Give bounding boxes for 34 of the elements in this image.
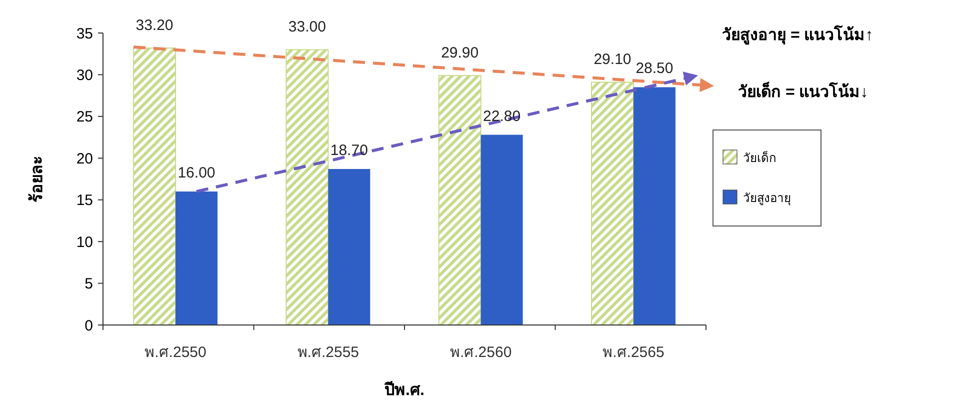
y-tick-label: 0 bbox=[84, 317, 93, 334]
text: วัยเด็ก = แนวโน้ม↓ bbox=[738, 80, 868, 101]
data-label: 33.20 bbox=[136, 17, 174, 34]
legend-label: วัยเด็ก bbox=[743, 150, 776, 166]
bar bbox=[633, 87, 676, 325]
data-label: 28.50 bbox=[636, 60, 674, 78]
x-tick-label: พ.ศ.2565 bbox=[602, 344, 664, 361]
y-tick-label: 25 bbox=[76, 108, 93, 126]
data-label: 29.10 bbox=[594, 51, 632, 68]
y-tick-label: 35 bbox=[76, 25, 93, 42]
bar bbox=[176, 192, 218, 325]
bar bbox=[286, 49, 329, 326]
text: วัยสูงอายุ = แนวโน้ม↑ bbox=[722, 24, 874, 46]
y-tick-label: 30 bbox=[76, 66, 93, 84]
y-tick-label: 10 bbox=[76, 234, 93, 251]
x-tick-label: พ.ศ.2550 bbox=[144, 344, 206, 361]
y-tick-label: 15 bbox=[76, 192, 93, 210]
data-label: 16.00 bbox=[178, 164, 216, 182]
x-axis-title: ปีพ.ศ. bbox=[384, 380, 424, 399]
y-axis-title: ร้อยละ bbox=[28, 156, 46, 202]
legend-label: วัยสูงอายุ bbox=[743, 191, 791, 206]
x-tick-label: พ.ศ.2560 bbox=[450, 344, 512, 361]
y-tick-label: 5 bbox=[84, 276, 93, 293]
x-tick-label: พ.ศ.2555 bbox=[297, 344, 360, 361]
data-label: 33.00 bbox=[288, 18, 326, 36]
bar bbox=[438, 75, 482, 326]
y-tick-label: 20 bbox=[76, 150, 93, 168]
data-label: 18.70 bbox=[330, 142, 368, 159]
bar bbox=[328, 168, 370, 325]
data-label: 22.80 bbox=[483, 108, 521, 125]
bar bbox=[133, 48, 176, 326]
bar bbox=[480, 134, 523, 325]
bar bbox=[591, 82, 634, 326]
data-label: 29.90 bbox=[441, 44, 479, 62]
